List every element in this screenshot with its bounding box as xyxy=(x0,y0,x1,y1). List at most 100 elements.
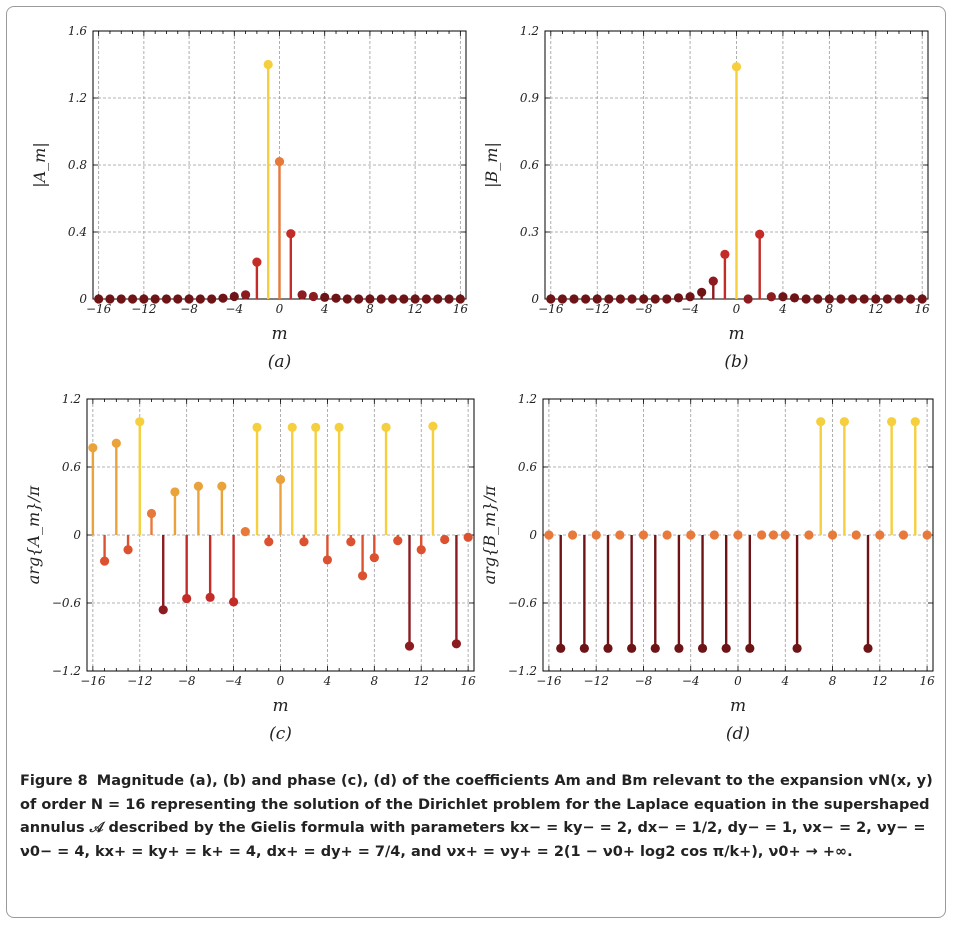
stem-marker xyxy=(252,257,262,267)
stem-marker xyxy=(827,530,838,540)
x-tick-label: −4 xyxy=(681,302,699,316)
stem-marker xyxy=(123,545,133,555)
stem-marker xyxy=(376,294,386,304)
stem-marker xyxy=(404,641,415,651)
stem-marker xyxy=(579,643,589,653)
y-tick-label: −0.6 xyxy=(508,596,538,610)
figure-label: Figure 8 xyxy=(20,773,88,789)
panel-label: (b) xyxy=(724,352,748,372)
stem-marker xyxy=(320,292,330,302)
stem-marker xyxy=(195,294,205,304)
y-tick-label: 1.2 xyxy=(520,24,539,38)
x-tick-label: −8 xyxy=(180,302,198,316)
chart-panel-2: −16 −12 −8 −4 0 4 8 12 16 0 0.3 0.6 0.9 1.2 m |B_m| (b) xyxy=(482,24,930,372)
y-tick-label: −1.2 xyxy=(52,664,81,678)
stem-marker xyxy=(428,421,438,431)
x-axis-label: m xyxy=(272,696,288,716)
stem-marker xyxy=(421,294,432,304)
stem-marker xyxy=(207,294,217,304)
stem-marker xyxy=(444,294,454,304)
stem-marker xyxy=(591,530,601,540)
stem-marker xyxy=(139,294,149,304)
stem-marker xyxy=(263,59,273,70)
stem-marker xyxy=(780,530,790,540)
x-tick-label: 4 xyxy=(780,674,789,688)
x-tick-label: 12 xyxy=(414,674,429,688)
stem-marker xyxy=(686,530,696,540)
stem-marker xyxy=(556,643,566,653)
stem-marker xyxy=(882,294,892,304)
stem-marker xyxy=(346,537,356,547)
stem-marker xyxy=(193,481,204,491)
stem-marker xyxy=(650,294,660,304)
stem-marker xyxy=(410,294,420,304)
stem-marker xyxy=(709,530,719,540)
y-tick-label: 0.9 xyxy=(520,91,539,105)
stem-marker xyxy=(824,294,834,304)
stem-marker xyxy=(859,294,869,304)
stem-marker xyxy=(708,276,718,286)
stem-marker xyxy=(182,593,192,604)
y-tick-label: 0 xyxy=(529,528,537,542)
stem-marker xyxy=(252,422,262,432)
stem-marker xyxy=(847,294,858,304)
stem-marker xyxy=(592,294,602,304)
stem-marker xyxy=(357,571,368,581)
stem-marker xyxy=(150,294,160,304)
chart-panel-4: −16 −12 −8 −4 0 4 8 12 16 −1.2 −0.6 0 0.6 1.2 m arg{B_m… xyxy=(480,392,935,744)
stem-marker xyxy=(863,643,873,653)
stem-marker xyxy=(674,643,684,653)
x-tick-label: 16 xyxy=(460,674,476,688)
x-tick-label: −12 xyxy=(585,302,610,316)
stem-marker xyxy=(733,530,743,540)
stem-marker xyxy=(240,527,250,537)
chart-panel-3: −16 −12 −8 −4 0 4 8 12 16 −1.2 −0.6 0 0.6 1.2 m arg{A_m… xyxy=(24,392,476,744)
stem-marker xyxy=(387,294,398,304)
x-tick-label: 8 xyxy=(826,302,834,316)
stem-marker xyxy=(685,292,695,302)
stem-marker xyxy=(789,293,800,303)
stem-marker xyxy=(205,592,215,602)
stem-marker xyxy=(627,643,637,653)
y-tick-label: 0 xyxy=(531,292,539,306)
x-tick-label: −16 xyxy=(538,302,564,316)
y-tick-label: 1.6 xyxy=(68,24,87,38)
stem-marker xyxy=(287,422,297,432)
x-tick-label: 12 xyxy=(407,302,422,316)
stem-marker xyxy=(581,294,591,304)
x-tick-label: −4 xyxy=(682,674,700,688)
stem-marker xyxy=(322,555,333,565)
stem-marker xyxy=(274,157,285,167)
y-tick-label: 0 xyxy=(79,292,87,306)
stem-marker xyxy=(161,294,172,304)
y-axis-label: |B_m| xyxy=(482,142,501,188)
stem-marker xyxy=(399,294,409,304)
panel-label: (a) xyxy=(268,352,291,372)
figure-frame xyxy=(6,6,946,918)
stem-marker xyxy=(662,294,672,304)
x-tick-label: 0 xyxy=(734,674,742,688)
stem-marker xyxy=(720,249,730,259)
stem-marker xyxy=(745,643,755,653)
stem-marker xyxy=(334,422,344,432)
stem-marker xyxy=(463,532,473,542)
stem-marker xyxy=(127,294,138,304)
stem-marker xyxy=(135,417,145,427)
stem-marker xyxy=(615,294,626,304)
y-tick-label: 0.6 xyxy=(520,158,539,172)
stem-marker xyxy=(369,553,379,563)
stem-marker xyxy=(433,294,443,304)
stem-marker xyxy=(639,294,649,304)
stem-marker xyxy=(557,294,568,304)
stem-marker xyxy=(922,530,932,540)
stem-marker xyxy=(887,417,897,427)
stem-marker xyxy=(416,545,426,555)
stem-marker xyxy=(567,530,578,540)
stem-marker xyxy=(743,294,753,304)
y-tick-label: 0.4 xyxy=(68,225,87,239)
y-tick-label: −1.2 xyxy=(508,664,537,678)
stem-marker xyxy=(816,417,826,427)
x-tick-label: 0 xyxy=(276,302,284,316)
x-axis-label: m xyxy=(271,324,287,344)
stem-marker xyxy=(898,530,909,540)
